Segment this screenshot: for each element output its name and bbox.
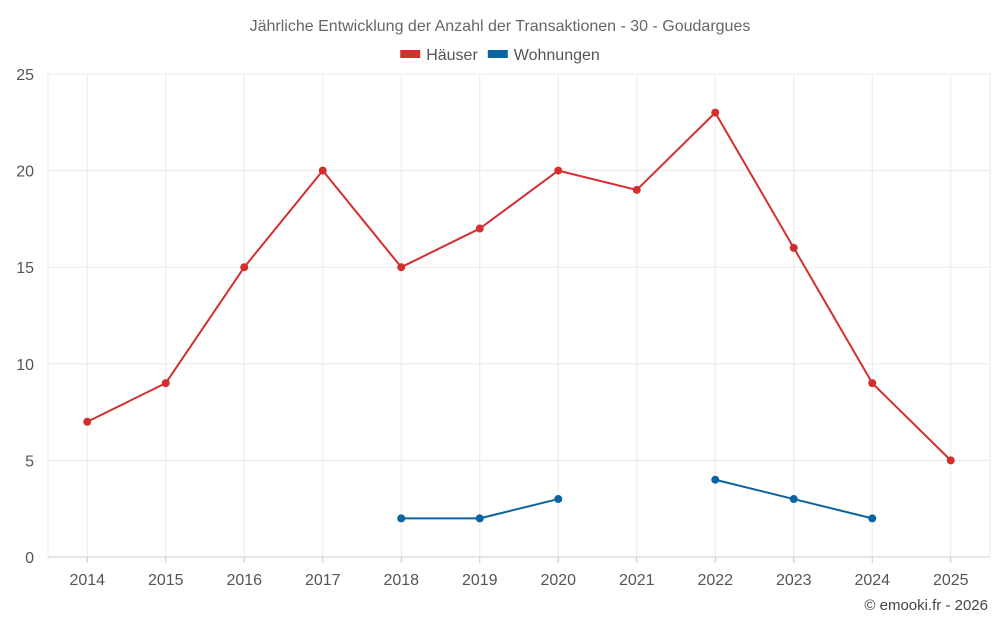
x-tick-label: 2019 <box>462 572 498 589</box>
data-point[interactable] <box>946 456 955 465</box>
data-point[interactable] <box>711 475 720 484</box>
x-tick-label: 2018 <box>383 572 419 589</box>
legend-swatch <box>400 50 421 58</box>
x-tick-label: 2014 <box>69 572 105 589</box>
y-tick-label: 5 <box>25 453 34 470</box>
credit-text: © emooki.fr - 2026 <box>864 597 988 614</box>
data-point[interactable] <box>161 379 170 388</box>
data-point[interactable] <box>868 379 877 388</box>
x-tick-label: 2017 <box>305 572 341 589</box>
x-tick-label: 2020 <box>540 572 576 589</box>
y-tick-label: 10 <box>16 357 34 374</box>
legend-label: Häuser <box>426 47 478 64</box>
x-tick-label: 2015 <box>148 572 184 589</box>
data-point[interactable] <box>318 166 327 175</box>
x-tick-label: 2025 <box>933 572 969 589</box>
y-tick-label: 20 <box>16 164 34 181</box>
y-tick-label: 25 <box>16 67 34 84</box>
legend-item-1[interactable]: Wohnungen <box>487 47 600 64</box>
data-point[interactable] <box>711 108 720 117</box>
grid-lines <box>47 73 991 557</box>
x-tick-label: 2016 <box>226 572 262 589</box>
data-point[interactable] <box>397 263 406 272</box>
legend-swatch <box>487 50 508 58</box>
data-point[interactable] <box>789 243 798 252</box>
chart-title: Jährliche Entwicklung der Anzahl der Tra… <box>250 18 751 35</box>
data-point[interactable] <box>789 495 798 504</box>
data-point[interactable] <box>554 166 563 175</box>
data-point[interactable] <box>632 185 641 194</box>
legend-item-0[interactable]: Häuser <box>400 47 478 64</box>
data-point[interactable] <box>83 417 92 426</box>
data-point[interactable] <box>397 514 406 523</box>
legend-label: Wohnungen <box>514 47 600 64</box>
data-point[interactable] <box>240 263 249 272</box>
chart-legend: Häuser Wohnungen <box>400 47 600 64</box>
data-point[interactable] <box>475 514 484 523</box>
series-line-segment <box>86 111 952 462</box>
y-tick-label: 15 <box>16 260 34 277</box>
data-point[interactable] <box>475 224 484 233</box>
data-point[interactable] <box>868 514 877 523</box>
x-tick-label: 2024 <box>854 572 890 589</box>
y-tick-label: 0 <box>25 550 34 567</box>
x-tick-label: 2022 <box>697 572 733 589</box>
series-1 <box>397 475 877 523</box>
data-series <box>83 108 955 523</box>
x-tick-label: 2023 <box>776 572 812 589</box>
data-point[interactable] <box>554 495 563 504</box>
x-tick-label: 2021 <box>619 572 655 589</box>
series-0 <box>83 108 955 465</box>
